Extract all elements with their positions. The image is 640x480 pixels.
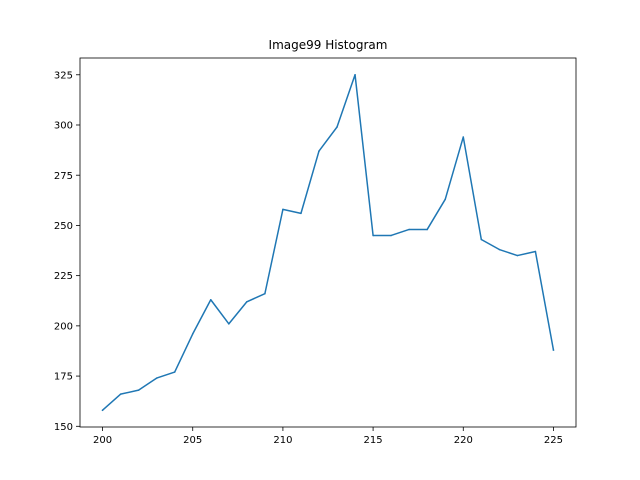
y-tick-label: 325 (54, 70, 73, 81)
data-point (408, 228, 410, 231)
x-tick-label: 210 (273, 435, 292, 446)
y-tick-label: 275 (54, 171, 73, 182)
y-tick-label: 175 (54, 372, 73, 383)
x-tick-label: 225 (544, 435, 563, 446)
data-point (119, 393, 122, 395)
data-point (336, 126, 338, 128)
data-point (264, 292, 266, 295)
data-point (552, 349, 555, 351)
data-point (534, 250, 537, 253)
axes-frame (79, 57, 577, 428)
data-point (516, 254, 519, 257)
data-point (173, 371, 176, 373)
y-tick-label: 225 (54, 271, 73, 282)
data-point (282, 208, 284, 211)
data-point (444, 198, 446, 201)
plot-area (101, 74, 555, 412)
x-tick-label: 215 (364, 435, 383, 446)
y-axis: 150 175 200 225 250 275 300 325 (54, 70, 80, 433)
data-point (101, 409, 104, 411)
data-point (390, 234, 392, 237)
y-tick-label: 250 (54, 221, 73, 232)
data-point (318, 150, 320, 152)
y-tick-label: 200 (54, 321, 73, 332)
x-tick-label: 200 (93, 435, 112, 446)
data-point (228, 323, 230, 325)
x-tick-label: 205 (183, 435, 202, 446)
x-tick-label: 220 (454, 435, 473, 446)
data-point (354, 74, 356, 76)
data-point (426, 228, 428, 231)
data-point (480, 238, 483, 241)
x-axis: 200 205 210 215 220 225 (93, 427, 563, 446)
chart-title: Image99 Histogram (269, 38, 388, 52)
y-tick-label: 150 (54, 422, 73, 433)
data-point (300, 212, 302, 215)
data-point (462, 136, 465, 138)
y-tick-label: 300 (54, 121, 73, 132)
data-point (155, 377, 158, 379)
data-point (372, 234, 374, 237)
series-line (101, 74, 555, 412)
data-point (191, 333, 194, 335)
data-point (137, 389, 140, 391)
data-point (210, 299, 212, 301)
data-point (246, 301, 248, 303)
data-point (498, 248, 501, 251)
